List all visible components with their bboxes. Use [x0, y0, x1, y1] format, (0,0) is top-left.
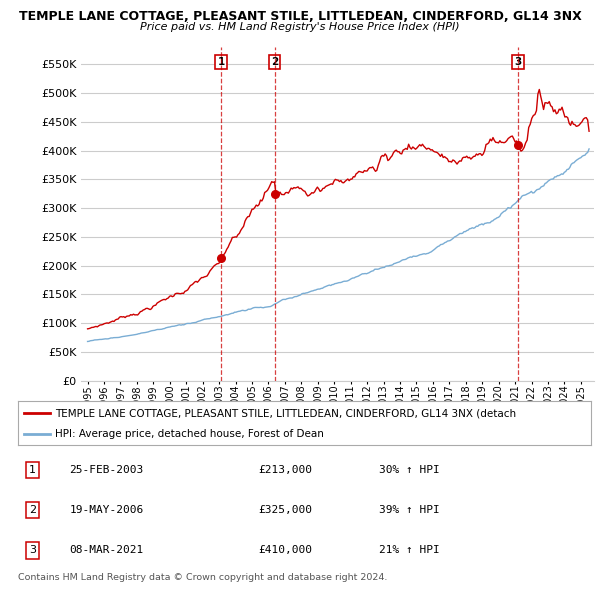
Text: 39% ↑ HPI: 39% ↑ HPI — [379, 506, 440, 515]
Text: 1: 1 — [217, 57, 225, 67]
Text: 25-FEB-2003: 25-FEB-2003 — [70, 466, 144, 475]
Text: 3: 3 — [29, 546, 36, 555]
Text: 2: 2 — [271, 57, 278, 67]
Text: HPI: Average price, detached house, Forest of Dean: HPI: Average price, detached house, Fore… — [55, 428, 324, 438]
Text: 19-MAY-2006: 19-MAY-2006 — [70, 506, 144, 515]
Text: 3: 3 — [514, 57, 521, 67]
Text: Contains HM Land Registry data © Crown copyright and database right 2024.: Contains HM Land Registry data © Crown c… — [18, 573, 388, 582]
Text: TEMPLE LANE COTTAGE, PLEASANT STILE, LITTLEDEAN, CINDERFORD, GL14 3NX: TEMPLE LANE COTTAGE, PLEASANT STILE, LIT… — [19, 10, 581, 23]
Text: £325,000: £325,000 — [259, 506, 313, 515]
Text: 30% ↑ HPI: 30% ↑ HPI — [379, 466, 440, 475]
Text: TEMPLE LANE COTTAGE, PLEASANT STILE, LITTLEDEAN, CINDERFORD, GL14 3NX (detach: TEMPLE LANE COTTAGE, PLEASANT STILE, LIT… — [55, 408, 517, 418]
Text: 21% ↑ HPI: 21% ↑ HPI — [379, 546, 440, 555]
Text: Price paid vs. HM Land Registry's House Price Index (HPI): Price paid vs. HM Land Registry's House … — [140, 22, 460, 32]
Text: £410,000: £410,000 — [259, 546, 313, 555]
Text: £213,000: £213,000 — [259, 466, 313, 475]
Text: 1: 1 — [29, 466, 36, 475]
Text: 2: 2 — [29, 506, 36, 515]
Text: 08-MAR-2021: 08-MAR-2021 — [70, 546, 144, 555]
